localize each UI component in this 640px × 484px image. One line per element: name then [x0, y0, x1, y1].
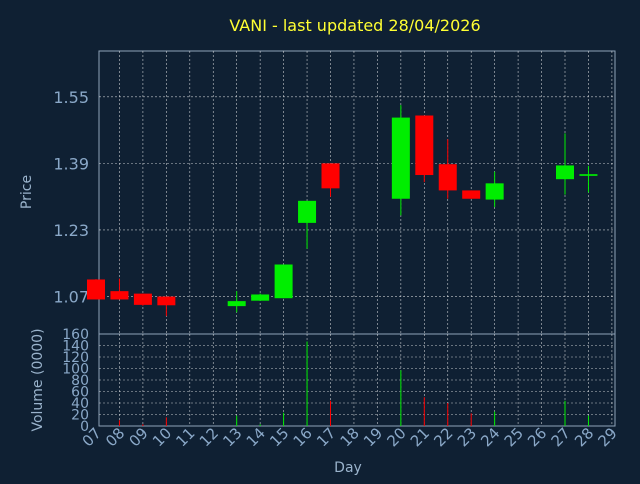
- volume-axis-label: Volume (0000): [30, 328, 46, 431]
- x-tick-label: 24: [477, 424, 503, 450]
- candle-body: [251, 294, 270, 301]
- x-tick-label: 12: [196, 424, 222, 450]
- candle-body: [274, 264, 293, 299]
- volume-tick-label: 140: [62, 339, 89, 355]
- volume-tick-label: 120: [62, 350, 89, 366]
- x-tick-label: 19: [360, 424, 386, 450]
- x-tick-label: 17: [313, 424, 339, 450]
- chart-title: VANI - last updated 28/04/2026: [229, 16, 480, 35]
- candle-body: [391, 117, 410, 199]
- candle-body: [110, 291, 129, 300]
- volume-tick-label: 160: [62, 327, 89, 343]
- price-tick-label: 1.55: [53, 88, 89, 107]
- x-tick-label: 18: [337, 424, 363, 450]
- x-tick-label: 14: [243, 424, 269, 450]
- candle-body: [227, 301, 246, 307]
- candle-body: [298, 200, 317, 223]
- x-tick-label: 10: [149, 424, 175, 450]
- x-tick-label: 27: [548, 424, 574, 450]
- volume-tick-label: 60: [71, 385, 89, 401]
- x-tick-label: 11: [172, 424, 198, 450]
- price-panel: 1.07 1.23 1.39 1.55: [53, 50, 616, 335]
- x-tick-label: 21: [407, 424, 433, 450]
- price-axis-label: Price: [19, 175, 35, 209]
- candle-body: [579, 174, 598, 176]
- x-tick-label: 13: [219, 424, 245, 450]
- x-tick-label: 26: [524, 424, 550, 450]
- candle-body: [133, 293, 152, 305]
- volume-tick-label: 80: [71, 373, 89, 389]
- x-tick-label: 15: [266, 424, 292, 450]
- volume-tick-label: 20: [71, 408, 89, 424]
- x-tick-label: 23: [454, 424, 480, 450]
- price-tick-label: 1.23: [53, 221, 89, 240]
- volume-tick-label: 100: [62, 362, 89, 378]
- price-tick-label: 1.39: [53, 154, 89, 173]
- x-tick-label: 09: [125, 424, 151, 450]
- x-tick-label: 22: [430, 424, 456, 450]
- candle-body: [438, 164, 457, 191]
- candle-body: [556, 165, 574, 180]
- x-axis: 0708091011121314151617181920212223242526…: [79, 424, 621, 450]
- price-panel-frame: [98, 50, 616, 335]
- candle-body: [321, 163, 340, 189]
- candle-body: [462, 190, 481, 199]
- x-tick-label: 20: [383, 424, 409, 450]
- candle-body: [87, 279, 105, 300]
- x-tick-label: 25: [501, 424, 527, 450]
- x-tick-label: 28: [571, 424, 597, 450]
- price-tick-label: 1.07: [53, 288, 89, 307]
- x-tick-label: 08: [102, 424, 128, 450]
- volume-tick-label: 40: [71, 396, 89, 412]
- candle-body: [415, 115, 434, 176]
- x-tick-label: 29: [594, 424, 620, 450]
- candle-body: [485, 183, 504, 200]
- candle-body: [157, 296, 176, 306]
- x-axis-label: Day: [334, 460, 362, 476]
- x-tick-label: 16: [290, 424, 316, 450]
- volume-tick-label: 0: [80, 419, 89, 435]
